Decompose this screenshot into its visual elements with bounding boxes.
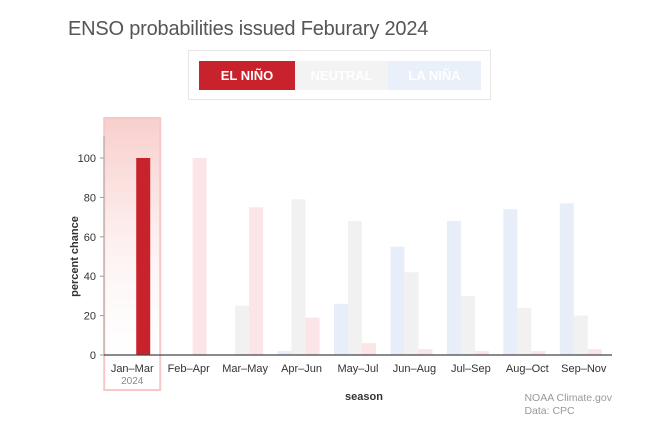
bar: [503, 209, 518, 355]
credit: NOAA Climate.gov Data: CPC: [524, 392, 612, 418]
bar: [517, 307, 532, 355]
bar: [235, 305, 250, 355]
bar: [460, 295, 475, 355]
series-toggle-group: EL NIÑO NEUTRAL LA NIÑA: [188, 50, 491, 100]
neutral-toggle-button[interactable]: NEUTRAL: [295, 61, 388, 90]
x-tick-label: Jul–Sep: [451, 363, 491, 375]
bar: [249, 207, 264, 355]
bar: [334, 303, 348, 355]
y-tick-label: 100: [78, 153, 96, 165]
bar: [474, 351, 489, 355]
y-tick-label: 80: [84, 192, 96, 204]
bar: [291, 199, 306, 355]
x-tick-sublabel: 2024: [121, 376, 144, 387]
y-tick-label: 60: [84, 232, 96, 244]
x-tick-label: May–Jul: [338, 363, 379, 375]
y-tick-label: 0: [90, 350, 96, 362]
bar: [305, 317, 320, 355]
bar: [404, 272, 419, 355]
bar: [531, 351, 546, 355]
y-axis-label: percent chance: [69, 216, 81, 297]
x-tick-label: Jan–Mar: [111, 363, 154, 375]
bar: [559, 203, 574, 355]
bar: [573, 315, 588, 355]
bar: [277, 351, 292, 355]
bar: [192, 158, 207, 355]
chart-title: ENSO probabilities issued Feburary 2024: [68, 18, 429, 40]
x-tick-label: Aug–Oct: [506, 363, 549, 375]
la-nina-toggle-button[interactable]: LA NIÑA: [388, 61, 481, 90]
y-tick-label: 40: [84, 271, 96, 283]
x-tick-label: Mar–May: [222, 363, 268, 375]
x-tick-label: Jun–Aug: [393, 363, 436, 375]
bar: [587, 349, 602, 355]
x-tick-label: Apr–Jun: [281, 363, 322, 375]
credit-data: Data: CPC: [524, 405, 575, 417]
x-tick-label: Feb–Apr: [168, 363, 211, 375]
y-tick-label: 20: [84, 311, 96, 323]
bar: [136, 158, 151, 355]
x-axis-label: season: [345, 391, 383, 403]
x-tick-label: Sep–Nov: [561, 363, 607, 375]
bar: [362, 343, 376, 355]
el-nino-toggle-button[interactable]: EL NIÑO: [199, 61, 295, 90]
credit-source: NOAA Climate.gov: [524, 392, 612, 404]
bar: [446, 221, 461, 355]
highlight-column: [103, 117, 162, 391]
bar: [418, 349, 433, 355]
bar: [390, 246, 405, 355]
bar: [348, 221, 362, 355]
